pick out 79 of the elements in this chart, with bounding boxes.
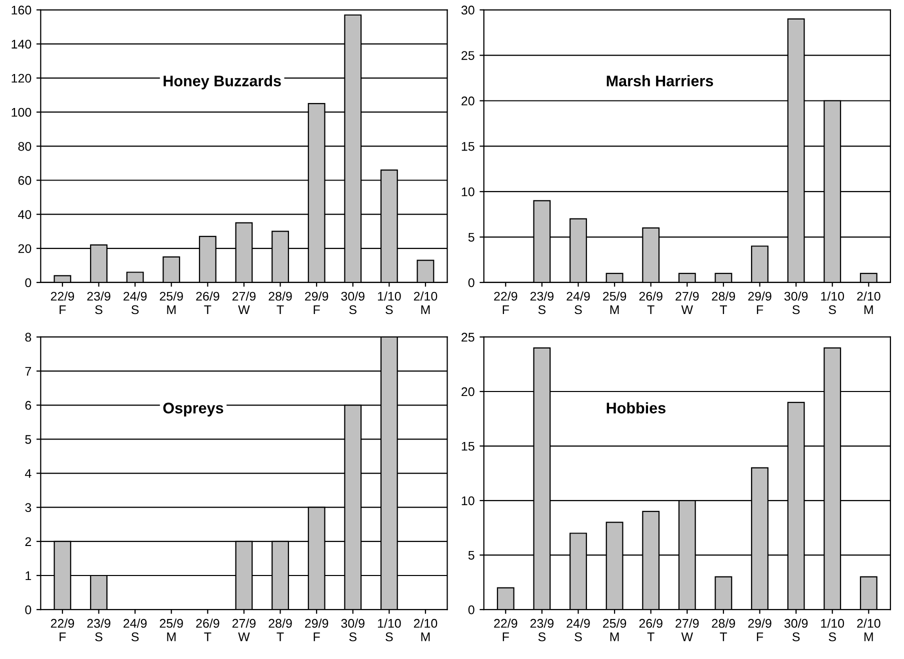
x-tick-label: 28/9 T [712,292,736,314]
x-tick-label: 27/9 W [232,292,256,314]
x-tick-label: 28/9 T [268,618,292,642]
x-tick-label: 24/9 S [124,618,147,642]
x-tick-label: 24/9 S [566,292,590,314]
x-tick-label: 30/9 S [341,292,364,314]
x-tick-label: 25/9 M [160,618,183,642]
x-tick-label: 28/9 T [268,292,292,314]
y-tick-label: 6 [25,400,32,410]
y-tick-label: 15 [462,442,474,451]
y-tick-label: 10 [462,187,474,196]
y-tick-label: 0 [25,278,32,288]
x-tick-label: 26/9 T [196,618,220,642]
x-tick-label: 2/10 M [857,292,880,314]
x-tick-label: 30/9 S [784,292,808,314]
x-tick-label: 27/9 W [676,618,699,642]
x-tick-label: 2/10 M [857,618,880,642]
x-tick-label: 2/10 M [414,618,438,642]
y-tick-label: 5 [25,435,32,444]
y-tick-label: 30 [461,6,474,15]
y-tick-label: 40 [18,210,32,219]
y-tick-label: 0 [468,605,474,614]
x-tick-label: 24/9 S [566,618,590,642]
x-tick-label: 29/9 F [305,292,328,314]
x-tick-label: 26/9 T [639,292,662,314]
x-tick-label: 29/9 F [305,618,328,642]
x-tick-label: 1/10 S [378,292,401,314]
x-tick-label: 23/9 S [530,292,554,314]
y-tick-label: 120 [12,74,32,83]
y-tick-label: 8 [25,332,32,342]
y-tick-label: 25 [462,51,474,60]
y-tick-label: 2 [25,537,32,546]
y-tick-label: 7 [25,366,32,376]
x-tick-label: 30/9 S [784,618,808,642]
y-tick-label: 0 [25,605,32,614]
y-tick-label: 0 [468,278,474,288]
y-tick-label: 60 [18,176,32,185]
x-tick-label: 23/9 S [530,618,554,642]
x-tick-label: 25/9 M [603,618,626,642]
x-tick-label: 29/9 F [748,618,772,642]
text: Hobbies [606,402,666,414]
y-tick-label: 10 [462,496,474,506]
text: Honey Buzzards [164,75,281,90]
y-tick-label: 25 [462,332,474,342]
y-tick-label: 140 [12,40,32,49]
x-tick-label: 23/9 S [87,618,110,642]
text: Ospreys [163,402,224,416]
x-tick-label: 26/9 T [639,618,662,642]
x-tick-label: 25/9 M [160,292,183,314]
y-tick-label: 4 [24,469,32,478]
x-tick-label: 2/10 M [414,292,438,314]
x-tick-label: 22/9 F [50,618,74,642]
x-tick-label: 25/9 M [603,292,626,314]
y-tick-label: 100 [12,108,32,117]
y-tick-label: 20 [18,244,32,254]
x-tick-label: 26/9 T [196,292,220,314]
x-tick-label: 27/9 W [232,618,256,642]
y-tick-label: 5 [468,232,474,242]
x-tick-label: 22/9 F [494,292,518,314]
y-tick-label: 5 [468,550,474,560]
y-tick-label: 160 [12,6,32,15]
x-tick-label: 28/9 T [712,618,736,642]
x-tick-label: 1/10 S [821,618,844,642]
y-tick-label: 20 [462,387,474,396]
x-tick-label: 23/9 S [87,292,110,314]
text: Marsh Harriers [606,75,714,86]
x-tick-label: 24/9 S [124,292,147,314]
x-tick-label: 1/10 S [378,618,401,642]
y-tick-label: 15 [462,142,474,151]
x-tick-label: 1/10 S [821,292,844,314]
x-tick-label: 27/9 W [676,292,699,314]
x-tick-label: 29/9 F [748,292,772,314]
x-tick-label: 22/9 F [50,292,74,314]
x-tick-label: 22/9 F [494,618,518,642]
y-tick-label: 20 [462,96,474,106]
x-tick-label: 30/9 S [341,618,364,642]
y-tick-label: 3 [25,503,32,512]
y-tick-label: 80 [18,142,32,151]
y-tick-label: 1 [26,571,32,580]
